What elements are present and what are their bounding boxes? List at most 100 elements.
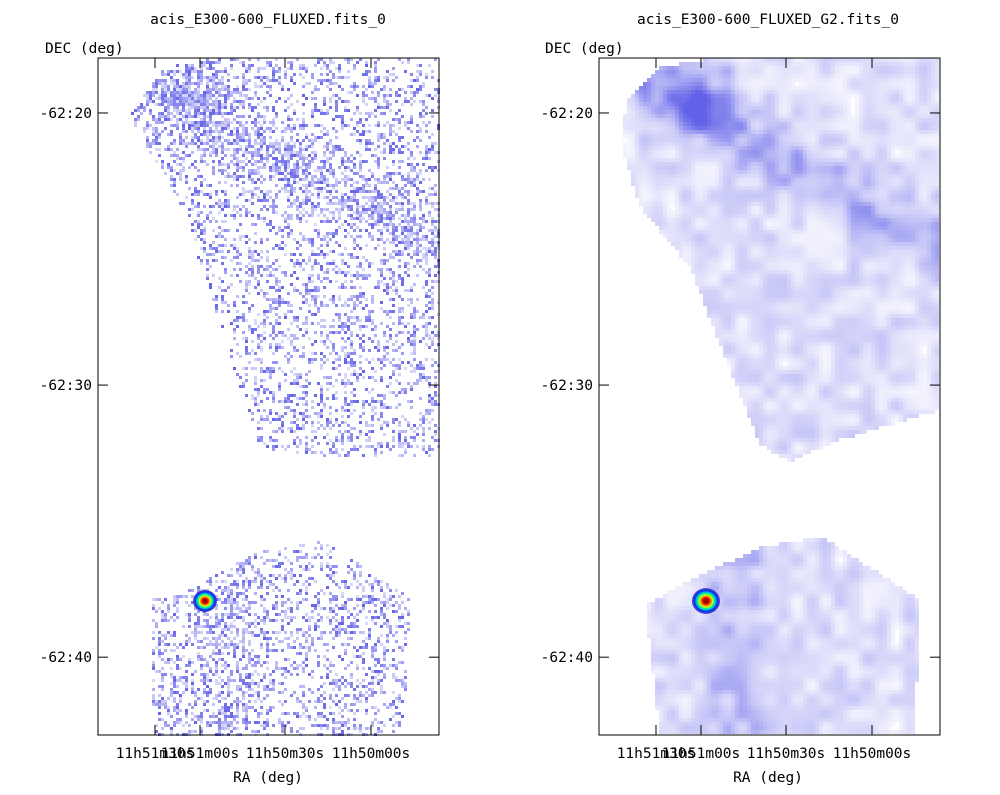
intensity-cell — [212, 61, 215, 64]
intensity-cell — [296, 277, 299, 280]
intensity-cell — [197, 130, 200, 133]
intensity-cell — [284, 448, 287, 451]
intensity-cell — [158, 655, 161, 658]
intensity-cell — [272, 559, 275, 562]
intensity-cell — [215, 202, 218, 205]
intensity-cell — [239, 607, 242, 610]
intensity-cell — [359, 565, 362, 568]
intensity-cell — [290, 430, 293, 433]
intensity-cell — [257, 214, 260, 217]
intensity-cell — [155, 625, 158, 628]
intensity-cell — [368, 319, 371, 322]
intensity-cell — [230, 613, 233, 616]
intensity-cell — [434, 142, 437, 145]
intensity-cell — [284, 217, 287, 220]
intensity-cell — [293, 616, 296, 619]
intensity-cell — [311, 265, 314, 268]
intensity-cell — [182, 100, 185, 103]
intensity-cell — [191, 643, 194, 646]
intensity-cell — [356, 304, 359, 307]
intensity-cell — [356, 562, 359, 565]
intensity-cell — [170, 154, 173, 157]
intensity-cell — [338, 331, 341, 334]
intensity-cell — [389, 73, 392, 76]
intensity-cell — [416, 178, 419, 181]
intensity-cell — [248, 103, 251, 106]
intensity-cell — [341, 421, 344, 424]
intensity-cell — [182, 676, 185, 679]
intensity-cell — [206, 124, 209, 127]
intensity-cell — [407, 244, 410, 247]
intensity-cell — [341, 148, 344, 151]
intensity-cell — [419, 139, 422, 142]
intensity-cell — [170, 130, 173, 133]
intensity-cell — [299, 244, 302, 247]
intensity-cell — [296, 247, 299, 250]
intensity-cell — [248, 661, 251, 664]
intensity-cell — [374, 577, 377, 580]
intensity-cell — [134, 118, 137, 121]
intensity-cell — [305, 640, 308, 643]
intensity-cell — [188, 103, 191, 106]
intensity-cell — [314, 430, 317, 433]
intensity-cell — [362, 685, 365, 688]
intensity-cell — [332, 394, 335, 397]
intensity-cell — [194, 91, 197, 94]
intensity-cell — [173, 79, 176, 82]
intensity-cell — [314, 607, 317, 610]
intensity-cell — [257, 112, 260, 115]
intensity-cell — [395, 676, 398, 679]
intensity-cell — [245, 208, 248, 211]
intensity-cell — [392, 349, 395, 352]
intensity-cell — [398, 310, 401, 313]
intensity-cell — [269, 271, 272, 274]
intensity-cell — [434, 424, 437, 427]
intensity-cell — [305, 190, 308, 193]
intensity-cell — [263, 76, 266, 79]
intensity-cell — [362, 349, 365, 352]
intensity-cell — [344, 373, 347, 376]
intensity-cell — [209, 139, 212, 142]
intensity-cell — [359, 217, 362, 220]
intensity-cell — [308, 280, 311, 283]
intensity-cell — [188, 88, 191, 91]
intensity-cell — [401, 343, 404, 346]
intensity-cell — [317, 592, 320, 595]
intensity-cell — [278, 565, 281, 568]
intensity-cell — [224, 289, 227, 292]
intensity-cell — [383, 595, 386, 598]
intensity-cell — [341, 202, 344, 205]
intensity-cell — [350, 343, 353, 346]
intensity-cell — [287, 616, 290, 619]
intensity-cell — [344, 397, 347, 400]
intensity-cell — [344, 346, 347, 349]
intensity-cell — [392, 235, 395, 238]
intensity-cell — [269, 574, 272, 577]
intensity-cell — [314, 181, 317, 184]
intensity-cell — [413, 139, 416, 142]
intensity-cell — [410, 130, 413, 133]
intensity-cell — [419, 85, 422, 88]
intensity-cell — [245, 649, 248, 652]
intensity-cell — [401, 103, 404, 106]
intensity-cell — [356, 109, 359, 112]
intensity-cell — [278, 97, 281, 100]
intensity-cell — [398, 367, 401, 370]
intensity-cell — [344, 202, 347, 205]
intensity-cell — [251, 367, 254, 370]
intensity-cell — [404, 436, 407, 439]
intensity-cell — [419, 259, 422, 262]
intensity-cell — [314, 136, 317, 139]
intensity-cell — [245, 673, 248, 676]
intensity-cell — [191, 163, 194, 166]
intensity-cell — [380, 691, 383, 694]
intensity-cell — [170, 142, 173, 145]
intensity-cell — [206, 274, 209, 277]
intensity-cell — [302, 172, 305, 175]
intensity-cell — [239, 688, 242, 691]
intensity-cell — [296, 418, 299, 421]
intensity-cell — [335, 685, 338, 688]
intensity-cell — [350, 382, 353, 385]
intensity-cell — [152, 118, 155, 121]
intensity-cell — [299, 376, 302, 379]
